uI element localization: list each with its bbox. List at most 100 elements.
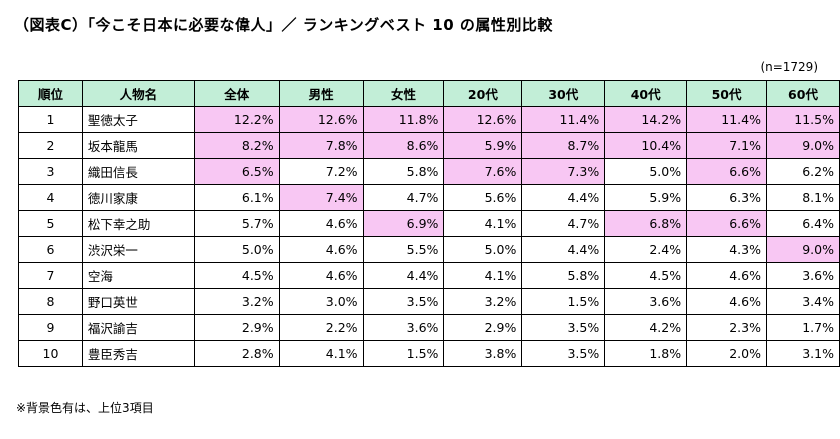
- value-cell: 6.1%: [193, 184, 280, 211]
- person-name-cell: 豊臣秀吉: [81, 340, 195, 367]
- rank-cell: 5: [18, 210, 83, 237]
- value-cell: 4.6%: [686, 262, 767, 289]
- value-cell: 4.6%: [278, 236, 364, 263]
- rank-cell: 6: [18, 236, 83, 263]
- value-cell: 6.5%: [193, 158, 280, 185]
- value-cell: 4.6%: [686, 288, 767, 315]
- value-cell: 11.5%: [766, 106, 840, 133]
- value-cell: 2.4%: [604, 236, 688, 263]
- value-cell: 12.6%: [443, 106, 523, 133]
- value-cell: 4.7%: [362, 184, 445, 211]
- value-cell: 2.9%: [443, 314, 523, 341]
- person-name-cell: 聖徳太子: [81, 106, 195, 133]
- person-name-cell: 徳川家康: [81, 184, 195, 211]
- table-row: 7 空海 4.5% 4.6% 4.4% 4.1% 5.8% 4.5% 4.6% 3.6%: [18, 262, 840, 289]
- value-cell: 5.9%: [443, 132, 523, 159]
- person-name-cell: 空海: [81, 262, 195, 289]
- person-name-cell: 野口英世: [81, 288, 195, 315]
- value-cell: 2.8%: [193, 340, 280, 367]
- value-cell: 3.5%: [521, 314, 606, 341]
- value-cell: 5.7%: [193, 210, 280, 237]
- value-cell: 5.0%: [443, 236, 523, 263]
- value-cell: 14.2%: [604, 106, 688, 133]
- table-row: 2 坂本龍馬 8.2% 7.8% 8.6% 5.9% 8.7% 10.4% 7.1% 9.0%: [18, 132, 840, 159]
- value-cell: 6.3%: [686, 184, 767, 211]
- person-name-cell: 渋沢栄一: [81, 236, 195, 263]
- page-title: （図表C）「今こそ日本に必要な偉人」／ ランキングベスト 10 の属性別比較: [14, 16, 553, 34]
- header-male: 男性: [278, 80, 364, 107]
- table-row: 9 福沢諭吉 2.9% 2.2% 3.6% 2.9% 3.5% 4.2% 2.3% 1.7%: [18, 314, 840, 341]
- value-cell: 4.2%: [604, 314, 688, 341]
- value-cell: 4.1%: [443, 210, 523, 237]
- person-name-cell: 坂本龍馬: [81, 132, 195, 159]
- person-name-cell: 織田信長: [81, 158, 195, 185]
- table-header-row: 順位 人物名 全体 男性 女性 20代 30代 40代 50代 60代: [18, 80, 840, 107]
- table-row: 8 野口英世 3.2% 3.0% 3.5% 3.2% 1.5% 3.6% 4.6% 3.4%: [18, 288, 840, 315]
- value-cell: 6.4%: [766, 210, 840, 237]
- table-row: 10 豊臣秀吉 2.8% 4.1% 1.5% 3.8% 3.5% 1.8% 2.0% 3.1%: [18, 340, 840, 367]
- value-cell: 11.8%: [362, 106, 445, 133]
- table-row: 5 松下幸之助 5.7% 4.6% 6.9% 4.1% 4.7% 6.8% 6.6% 6.4%: [18, 210, 840, 237]
- value-cell: 3.5%: [521, 340, 606, 367]
- value-cell: 2.9%: [193, 314, 280, 341]
- header-name: 人物名: [81, 80, 195, 107]
- value-cell: 3.8%: [443, 340, 523, 367]
- value-cell: 10.4%: [604, 132, 688, 159]
- value-cell: 6.8%: [604, 210, 688, 237]
- header-rank: 順位: [18, 80, 83, 107]
- value-cell: 7.4%: [278, 184, 364, 211]
- value-cell: 5.8%: [521, 262, 606, 289]
- value-cell: 2.3%: [686, 314, 767, 341]
- rank-cell: 7: [18, 262, 83, 289]
- person-name-cell: 松下幸之助: [81, 210, 195, 237]
- table-row: 6 渋沢栄一 5.0% 4.6% 5.5% 5.0% 4.4% 2.4% 4.3% 9.0%: [18, 236, 840, 263]
- value-cell: 2.0%: [686, 340, 767, 367]
- rank-cell: 1: [18, 106, 83, 133]
- value-cell: 7.6%: [443, 158, 523, 185]
- value-cell: 4.7%: [521, 210, 606, 237]
- value-cell: 3.6%: [604, 288, 688, 315]
- value-cell: 5.0%: [193, 236, 280, 263]
- value-cell: 4.5%: [604, 262, 688, 289]
- value-cell: 8.1%: [766, 184, 840, 211]
- value-cell: 3.6%: [362, 314, 445, 341]
- value-cell: 3.4%: [766, 288, 840, 315]
- header-60s: 60代: [766, 80, 840, 107]
- value-cell: 4.1%: [443, 262, 523, 289]
- footnote: ※背景色有は、上位3項目: [16, 401, 154, 415]
- value-cell: 5.9%: [604, 184, 688, 211]
- value-cell: 4.4%: [362, 262, 445, 289]
- rank-cell: 10: [18, 340, 83, 367]
- rank-cell: 4: [18, 184, 83, 211]
- value-cell: 8.2%: [193, 132, 280, 159]
- header-30s: 30代: [521, 80, 606, 107]
- value-cell: 9.0%: [766, 236, 840, 263]
- value-cell: 4.6%: [278, 262, 364, 289]
- value-cell: 4.1%: [278, 340, 364, 367]
- value-cell: 7.8%: [278, 132, 364, 159]
- value-cell: 1.7%: [766, 314, 840, 341]
- value-cell: 5.5%: [362, 236, 445, 263]
- value-cell: 12.2%: [193, 106, 280, 133]
- value-cell: 6.6%: [686, 210, 767, 237]
- value-cell: 8.7%: [521, 132, 606, 159]
- value-cell: 3.1%: [766, 340, 840, 367]
- value-cell: 6.6%: [686, 158, 767, 185]
- person-name-cell: 福沢諭吉: [81, 314, 195, 341]
- value-cell: 7.2%: [278, 158, 364, 185]
- rank-cell: 9: [18, 314, 83, 341]
- rank-cell: 2: [18, 132, 83, 159]
- value-cell: 1.8%: [604, 340, 688, 367]
- value-cell: 5.8%: [362, 158, 445, 185]
- value-cell: 6.2%: [766, 158, 840, 185]
- value-cell: 4.6%: [278, 210, 364, 237]
- header-40s: 40代: [604, 80, 688, 107]
- value-cell: 6.9%: [362, 210, 445, 237]
- value-cell: 4.4%: [521, 184, 606, 211]
- ranking-table: 順位 人物名 全体 男性 女性 20代 30代 40代 50代 60代 1 聖徳太…: [18, 80, 840, 367]
- value-cell: 11.4%: [686, 106, 767, 133]
- value-cell: 3.2%: [443, 288, 523, 315]
- value-cell: 4.4%: [521, 236, 606, 263]
- sample-size: (n=1729): [760, 60, 818, 74]
- rank-cell: 3: [18, 158, 83, 185]
